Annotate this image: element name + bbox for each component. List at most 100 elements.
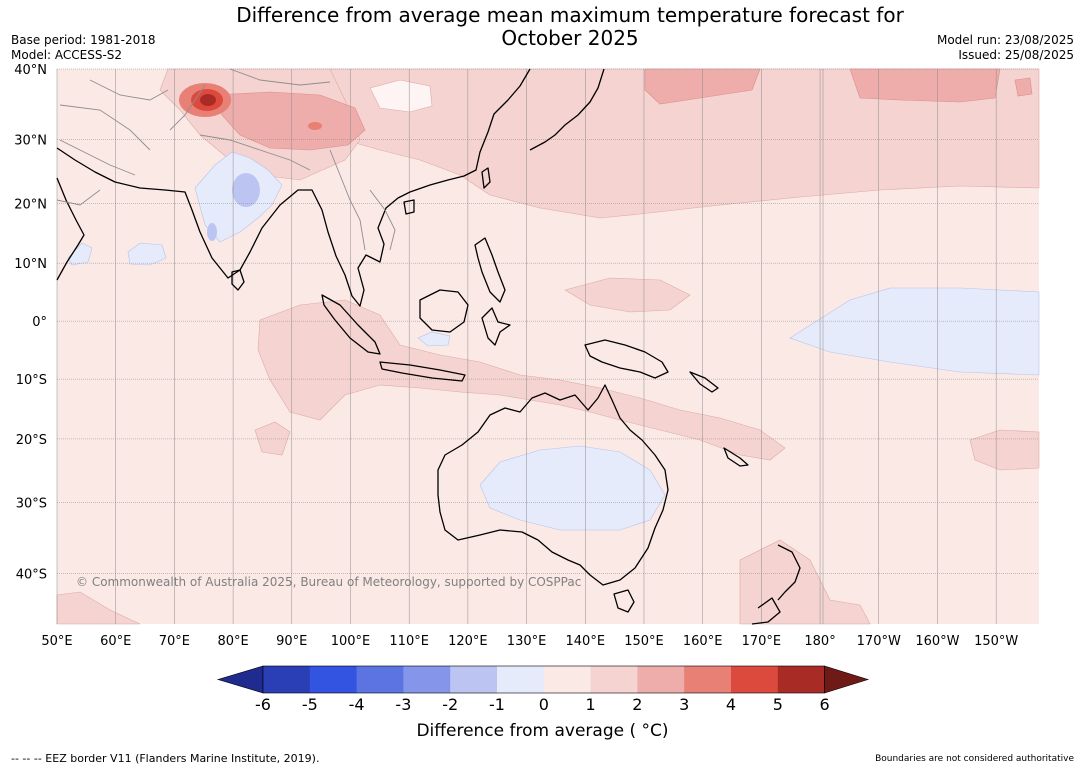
lon-label: 170°W <box>857 634 901 649</box>
anomaly-1-2-south-east <box>969 429 1040 471</box>
border-middle-east <box>56 139 136 206</box>
colorbar-tick: -3 <box>395 695 411 714</box>
lon-label: 150°W <box>974 634 1018 649</box>
eez-legend: -- -- -- EEZ border V11 (Flanders Marine… <box>11 752 320 765</box>
colorbar-tick: -2 <box>442 695 458 714</box>
anomaly-neg-1-0-indonesia <box>417 331 451 347</box>
colorbar-tick: -5 <box>302 695 318 714</box>
border-india-north <box>199 134 311 171</box>
lat-label: 10°N <box>14 257 47 272</box>
lon-label: 110°E <box>389 634 429 649</box>
anomaly-2-3-tibet <box>214 91 366 151</box>
colorbar-frame <box>262 665 825 694</box>
lon-label: 140°E <box>566 634 606 649</box>
japan-coastline <box>529 68 605 151</box>
lon-label: 50°E <box>41 634 72 649</box>
lat-label: 0° <box>32 315 47 330</box>
colorbar-bin <box>403 666 451 693</box>
colorbar-bin <box>497 666 545 693</box>
lat-label: 20°N <box>14 197 47 212</box>
anomaly-3-4-small <box>308 122 322 130</box>
border-india-west <box>169 84 206 131</box>
colorbar-tick: 5 <box>773 695 783 714</box>
meta-right: Model run: 23/08/2025 Issued: 25/08/2025 <box>937 33 1074 63</box>
copyright-notice: © Commonwealth of Australia 2025, Bureau… <box>76 575 581 589</box>
colorbar-bin <box>263 666 311 693</box>
lon-label: 180° <box>804 634 835 649</box>
lon-label: 150°E <box>624 634 664 649</box>
lat-label: 30°N <box>14 134 47 149</box>
lat-label: 30°S <box>16 497 47 512</box>
map-title: Difference from average mean maximum tem… <box>170 4 970 50</box>
colorbar-extend-high <box>824 665 870 694</box>
colorbar-bin <box>684 666 732 693</box>
colorbar-bin <box>731 666 779 693</box>
border-se-asia-1 <box>329 149 366 251</box>
coastlines <box>56 68 801 625</box>
colorbar-bin <box>777 666 826 693</box>
solomon-coastline <box>689 371 719 393</box>
sulawesi-coastline <box>481 307 511 346</box>
lon-label: 170°E <box>742 634 782 649</box>
lon-label: 80°E <box>217 634 248 649</box>
anomaly-2-3-small <box>1014 77 1033 97</box>
hainan-coastline <box>403 199 415 215</box>
anomaly-1-2-small <box>254 421 291 456</box>
colorbar-bin <box>543 666 592 693</box>
lon-label: 60°E <box>100 634 131 649</box>
colorbar-tick: 3 <box>679 695 689 714</box>
model-name: Model: ACCESS-S2 <box>11 48 123 62</box>
lon-label: 160°E <box>683 634 723 649</box>
colorbar-bin <box>356 666 404 693</box>
colorbar-tick: 4 <box>726 695 736 714</box>
colorbar-tick-labels: -6 -5 -4 -3 -2 -1 0 1 2 3 4 5 6 <box>255 695 830 714</box>
anomaly-1-2-pacific-east <box>564 277 691 313</box>
africa-coastline <box>56 177 85 281</box>
colorbar-tick: 1 <box>586 695 596 714</box>
issued-date: Issued: 25/08/2025 <box>958 48 1074 62</box>
anomaly-1-2-indian-ocean <box>257 299 786 461</box>
border-central-asia <box>59 79 169 151</box>
colorbar-tick: -4 <box>349 695 365 714</box>
lon-label: 70°E <box>159 634 190 649</box>
lon-label: 90°E <box>276 634 307 649</box>
new-caledonia-coastline <box>723 447 749 467</box>
title-line-2: October 2025 <box>501 26 639 50</box>
colorbar-bin <box>450 666 498 693</box>
lat-label: 10°S <box>16 373 47 388</box>
map-panel <box>56 68 1040 625</box>
lon-label: 100°E <box>331 634 371 649</box>
model-run: Model run: 23/08/2025 <box>936 33 1074 47</box>
anomaly-neg-1-0-pacific <box>789 287 1040 376</box>
colorbar-tick: 6 <box>820 695 830 714</box>
colorbar-tick: 2 <box>632 695 642 714</box>
base-period: Base period: 1981-2018 <box>11 33 156 47</box>
lon-label: 160°W <box>915 634 959 649</box>
colorbar-tick: -6 <box>255 695 271 714</box>
anomaly-neg-1-0-arabian <box>127 242 167 266</box>
mainland-asia-coastline <box>56 68 531 307</box>
anomaly-1-2-north-pacific <box>329 68 1040 219</box>
colorbar <box>216 665 870 694</box>
border-se-asia-2 <box>369 189 396 251</box>
lat-label: 40°S <box>16 567 47 582</box>
country-borders <box>56 68 396 251</box>
boundaries-disclaimer: Boundaries are not considered authoritat… <box>875 754 1074 764</box>
sumatra-coastline <box>321 294 381 355</box>
anomaly-neg-1-0-australia <box>479 445 666 531</box>
lat-label: 40°N <box>14 63 47 78</box>
lat-label: 20°S <box>16 433 47 448</box>
latitude-labels: 40°N 30°N 20°N 10°N 0° 10°S 20°S 30°S 40°S <box>14 63 47 582</box>
philippines-coastline <box>474 237 506 303</box>
java-coastline <box>379 361 466 382</box>
lon-label: 120°E <box>448 634 488 649</box>
colorbar-bin <box>637 666 685 693</box>
border-china-mongolia <box>229 68 331 86</box>
tasmania-coastline <box>613 589 635 613</box>
colorbar-tick: -1 <box>489 695 505 714</box>
colorbar-bin <box>309 666 358 693</box>
new-guinea-coastline <box>584 339 669 379</box>
anomaly-neg-2-1-india <box>232 173 260 207</box>
lon-label: 130°E <box>507 634 547 649</box>
